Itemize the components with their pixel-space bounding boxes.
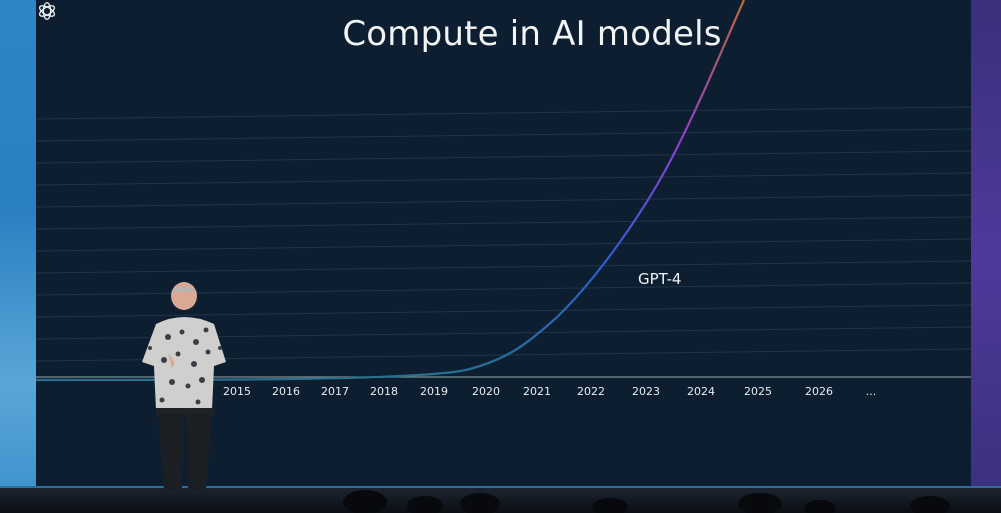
year-tick-label: ...: [865, 385, 877, 398]
gridline: [36, 260, 971, 274]
gridline: [36, 304, 971, 318]
chart-graphic: [36, 0, 971, 382]
gridline: [36, 216, 971, 230]
stage-edge-light: [0, 486, 1001, 489]
chart-gridlines: [36, 106, 971, 362]
gridline: [36, 106, 971, 120]
year-tick-label: 2019: [420, 385, 448, 398]
slide-title: Compute in AI models: [342, 14, 722, 54]
year-tick-label: 2024: [687, 385, 715, 398]
year-tick-label: 2023: [632, 385, 660, 398]
gridline: [36, 150, 971, 164]
speaker-figure: [142, 282, 226, 490]
gridline: [36, 238, 971, 252]
year-tick-label: 2025: [744, 385, 772, 398]
openai-logo-icon: [38, 2, 56, 20]
gpt4-annotation-label: GPT-4: [638, 270, 682, 288]
year-tick-label: 2026: [805, 385, 833, 398]
gridline: [36, 194, 971, 208]
compute-growth-curve: [36, 0, 746, 382]
audience-silhouettes: [343, 490, 950, 513]
year-tick-label: 2017: [321, 385, 349, 398]
year-tick-label: 2020: [472, 385, 500, 398]
gridline: [36, 172, 971, 186]
year-tick-label: 2018: [370, 385, 398, 398]
year-tick-label: 2022: [577, 385, 605, 398]
year-tick-label: 2016: [272, 385, 300, 398]
year-tick-label: 2021: [523, 385, 551, 398]
gridline: [36, 128, 971, 142]
right-wall-panel: [971, 0, 1001, 513]
left-wall-panel: [0, 0, 40, 513]
year-tick-label: 2015: [223, 385, 251, 398]
